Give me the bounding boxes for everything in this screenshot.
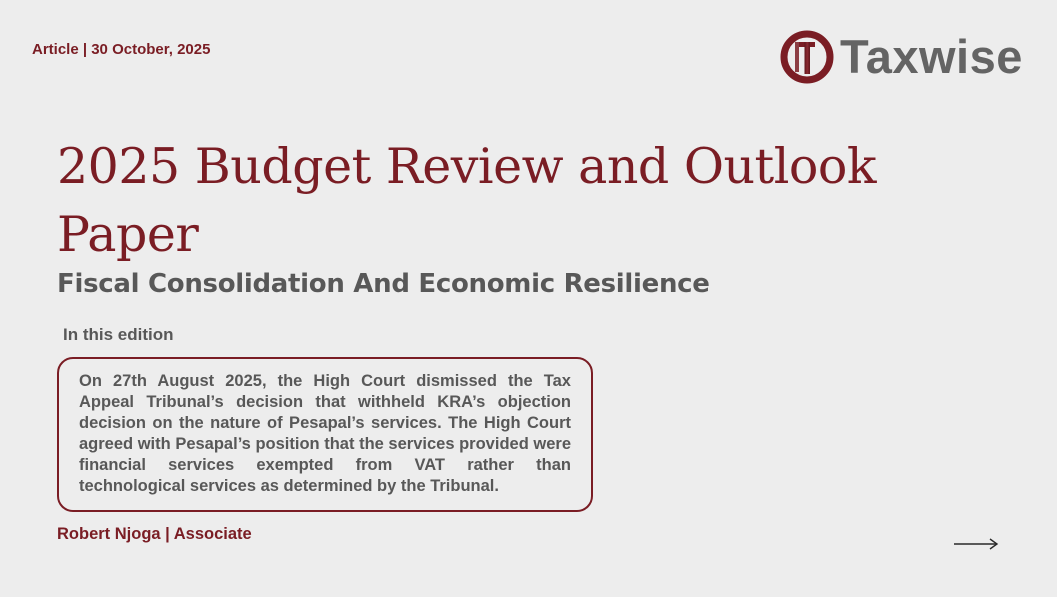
- summary-text: On 27th August 2025, the High Court dism…: [79, 372, 571, 495]
- arrow-right-icon: [954, 538, 999, 550]
- summary-box: On 27th August 2025, the High Court dism…: [57, 357, 593, 512]
- logo-wordmark: Taxwise: [840, 30, 1023, 83]
- article-meta: Article | 30 October, 2025: [32, 41, 211, 58]
- next-button[interactable]: [953, 536, 999, 552]
- author-byline: Robert Njoga | Associate: [57, 525, 252, 543]
- edition-heading: In this edition: [63, 325, 174, 344]
- brand-logo: Taxwise: [780, 29, 1023, 85]
- taxwise-logo-icon: [780, 30, 834, 84]
- page-subtitle: Fiscal Consolidation And Economic Resili…: [57, 269, 710, 299]
- page-edge: [1057, 0, 1060, 597]
- page-title: 2025 Budget Review and Outlook Paper: [57, 138, 877, 263]
